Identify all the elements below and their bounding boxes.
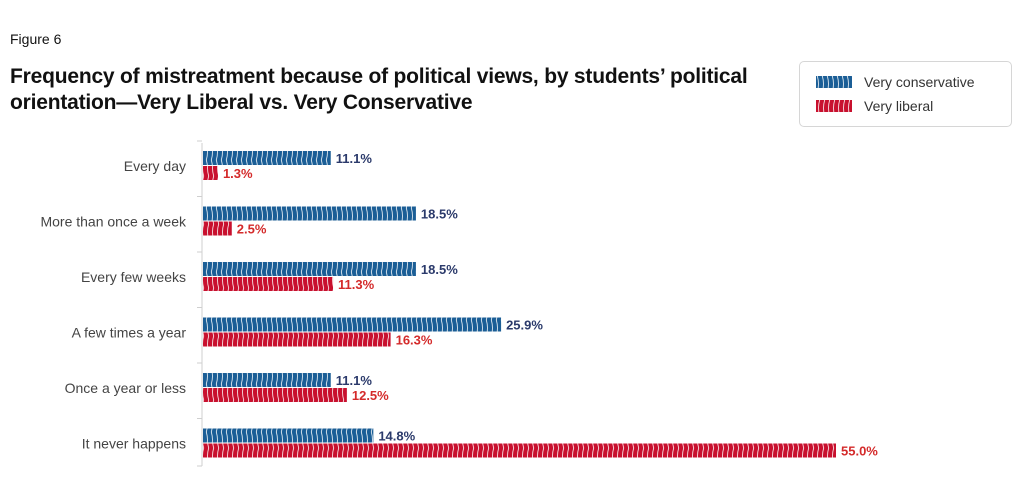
category-label: A few times a year xyxy=(72,325,187,341)
legend-swatch-conservative xyxy=(816,76,852,88)
bar-very-conservative xyxy=(203,428,374,443)
bar-very-conservative xyxy=(203,317,502,332)
legend-item-conservative: Very conservative xyxy=(816,74,975,90)
chart-title: Frequency of mistreatment because of pol… xyxy=(10,65,748,114)
bar-very-liberal xyxy=(203,443,836,458)
data-label-very-conservative: 18.5% xyxy=(421,207,458,222)
bar-very-liberal xyxy=(203,388,347,402)
legend-label-liberal: Very liberal xyxy=(864,98,934,114)
data-label-very-liberal: 11.3% xyxy=(338,277,375,292)
data-label-very-conservative: 11.1% xyxy=(336,151,373,166)
bar-very-liberal xyxy=(203,221,232,236)
bar-very-conservative xyxy=(203,262,416,276)
category-label: Every few weeks xyxy=(81,269,186,285)
legend-item-liberal: Very liberal xyxy=(816,98,933,114)
data-label-very-conservative: 14.8% xyxy=(378,429,415,444)
category-label: Once a year or less xyxy=(65,380,186,396)
figure-label: Figure 6 xyxy=(10,31,62,47)
bar-very-liberal xyxy=(203,332,391,347)
bar-very-conservative xyxy=(203,151,331,165)
bar-very-conservative xyxy=(203,373,331,387)
legend: Very conservative Very liberal xyxy=(799,61,1012,127)
bar-very-liberal xyxy=(203,166,218,180)
bar-very-liberal xyxy=(203,277,334,291)
data-label-very-conservative: 11.1% xyxy=(336,373,373,388)
data-label-very-liberal: 2.5% xyxy=(237,222,267,237)
data-label-very-liberal: 16.3% xyxy=(396,333,433,348)
data-label-very-conservative: 18.5% xyxy=(421,262,458,277)
data-label-very-liberal: 55.0% xyxy=(841,444,878,459)
legend-swatch-liberal xyxy=(816,100,852,112)
category-label: More than once a week xyxy=(40,214,187,230)
data-label-very-liberal: 12.5% xyxy=(352,388,389,403)
data-label-very-conservative: 25.9% xyxy=(506,318,543,333)
data-label-very-liberal: 1.3% xyxy=(223,166,253,181)
legend-label-conservative: Very conservative xyxy=(864,74,975,90)
bar-very-conservative xyxy=(203,206,416,221)
category-label: Every day xyxy=(124,158,186,174)
category-label: It never happens xyxy=(82,436,186,452)
